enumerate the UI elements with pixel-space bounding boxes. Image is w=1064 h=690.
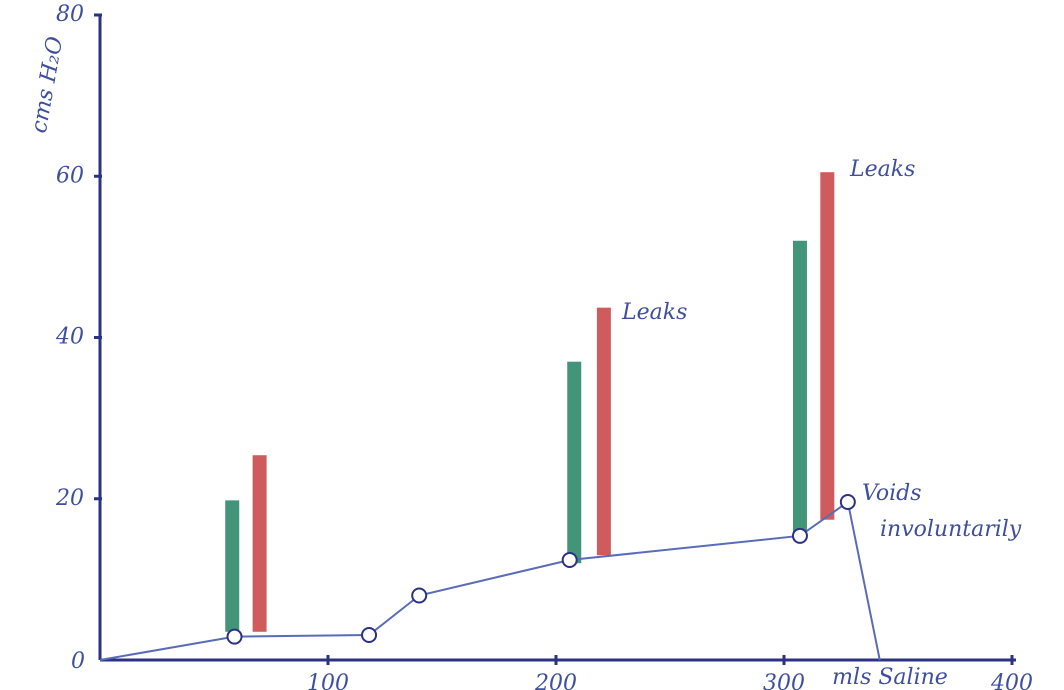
y-axis-label: cms H₂O — [27, 35, 69, 135]
data-point — [412, 589, 426, 603]
data-point — [841, 495, 855, 509]
y-tick-label: 80 — [56, 2, 84, 27]
pressure-bar — [597, 308, 611, 556]
page: {"chart_data": { "type": "line", "y_labe… — [0, 0, 1064, 690]
annotation: involuntarily — [880, 517, 1022, 542]
volume-pressure-line — [100, 502, 880, 660]
chart: cms H₂O mls Saline 20 40 60 80 0 100 200 300 400… — [0, 0, 1064, 690]
pressure-bar — [793, 241, 807, 535]
data-point — [228, 630, 242, 644]
x-axis-label: mls Saline — [832, 665, 948, 690]
x-tick-label: 0 — [71, 649, 85, 674]
x-tick-label: 300 — [763, 671, 805, 690]
x-tick-label: 100 — [307, 671, 349, 690]
data-point — [362, 628, 376, 642]
pressure-bar — [225, 500, 239, 631]
data-point — [563, 553, 577, 567]
annotation: Leaks — [849, 157, 915, 182]
y-tick-label: 60 — [56, 163, 84, 188]
y-tick-label: 20 — [55, 486, 84, 511]
x-tick-label: 400 — [990, 671, 1033, 690]
annotation: Voids — [862, 481, 922, 506]
pressure-bar — [253, 455, 267, 632]
pressure-bar — [820, 172, 834, 519]
pressure-bar — [567, 362, 581, 564]
data-point — [793, 529, 807, 543]
annotation: Leaks — [621, 300, 687, 325]
y-tick-label: 40 — [55, 325, 84, 350]
x-tick-label: 200 — [534, 671, 577, 690]
